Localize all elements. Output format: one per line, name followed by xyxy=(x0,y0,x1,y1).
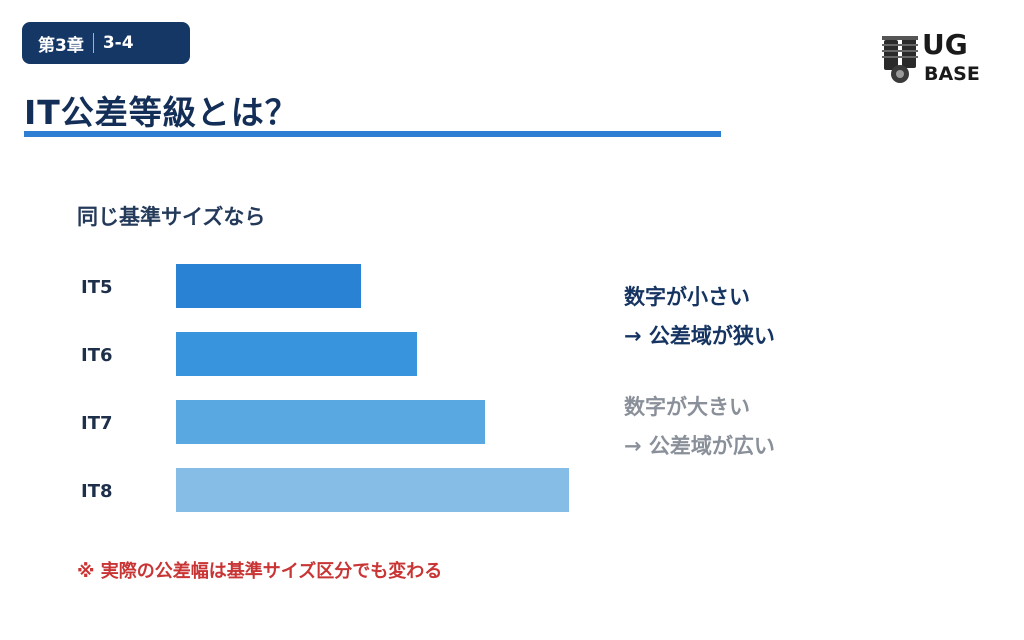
category-label-it6: IT6 xyxy=(81,345,113,366)
ug-base-logo: UG BASE xyxy=(882,28,980,85)
category-label-it8: IT8 xyxy=(81,481,113,502)
bar-it5 xyxy=(176,264,361,308)
section-label: 3-4 xyxy=(102,33,134,53)
chapter-label: 第3章 xyxy=(38,35,84,56)
category-label-it5: IT5 xyxy=(81,277,113,298)
note-large-numbers: 数字が大きい → 公差域が広い xyxy=(624,388,775,466)
bar-it7 xyxy=(176,400,485,444)
note-small-line2: → 公差域が狭い xyxy=(624,324,775,348)
category-label-it7: IT7 xyxy=(81,413,113,434)
footnote: ※ 実際の公差幅は基準サイズ区分でも変わる xyxy=(77,561,443,582)
page-title: IT公差等級とは？ xyxy=(24,93,299,132)
note-small-line1: 数字が小さい xyxy=(624,285,750,309)
bar-it8 xyxy=(176,468,569,512)
note-small-numbers: 数字が小さい → 公差域が狭い xyxy=(624,278,775,356)
tolerance-bar-chart: IT5 IT6 IT7 IT8 xyxy=(81,264,569,512)
logo-text-bottom: BASE xyxy=(924,63,980,85)
note-large-line1: 数字が大きい xyxy=(624,395,750,419)
chart-subtitle: 同じ基準サイズなら xyxy=(77,205,266,229)
title-underline xyxy=(24,131,721,137)
badge-divider xyxy=(92,33,94,53)
note-large-line2: → 公差域が広い xyxy=(624,434,775,458)
chapter-badge: 第3章 3-4 xyxy=(22,22,190,64)
engine-icon xyxy=(882,36,918,83)
bar-it6 xyxy=(176,332,417,376)
logo-text-top: UG xyxy=(922,28,968,61)
